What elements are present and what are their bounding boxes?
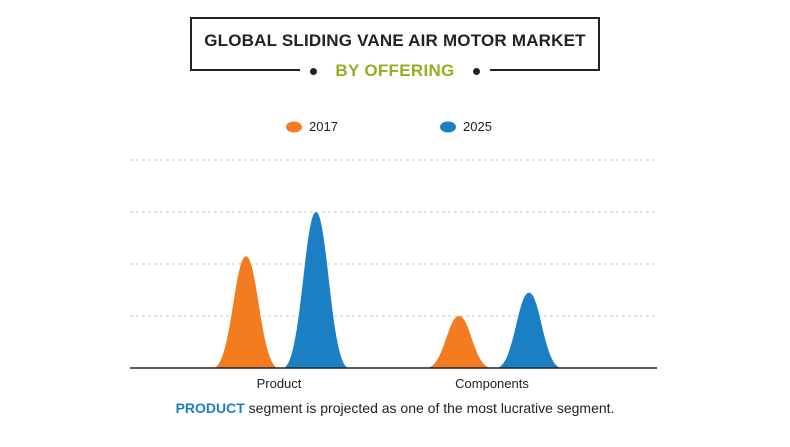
legend-label-2025: 2025 — [463, 119, 492, 134]
chart: 2017 2025 Product Components — [130, 119, 657, 391]
gridlines — [130, 159, 657, 317]
chart-marks — [213, 212, 562, 368]
x-tick-label: Components — [455, 376, 529, 391]
peak-2025-components — [496, 292, 562, 368]
x-tick-label: Product — [257, 376, 302, 391]
x-axis: Product Components — [130, 367, 657, 391]
chart-subtitle: BY OFFERING — [335, 61, 455, 80]
caption: PRODUCT segment is projected as one of t… — [0, 400, 790, 416]
subtitle-banner: BY OFFERING — [300, 58, 490, 84]
legend: 2017 2025 — [286, 119, 492, 134]
legend-swatch-2017 — [286, 121, 302, 133]
caption-text: segment is projected as one of the most … — [244, 400, 615, 416]
chart-title: GLOBAL SLIDING VANE AIR MOTOR MARKET — [204, 31, 586, 50]
caption-highlight: PRODUCT — [175, 400, 245, 416]
peak-2025-product — [283, 212, 349, 368]
legend-label-2017: 2017 — [309, 119, 338, 134]
peak-2017-components — [426, 316, 492, 368]
legend-swatch-2025 — [440, 121, 456, 133]
peak-2017-product — [213, 256, 279, 368]
subtitle-left-dot — [310, 68, 317, 75]
subtitle-right-dot — [473, 68, 480, 75]
